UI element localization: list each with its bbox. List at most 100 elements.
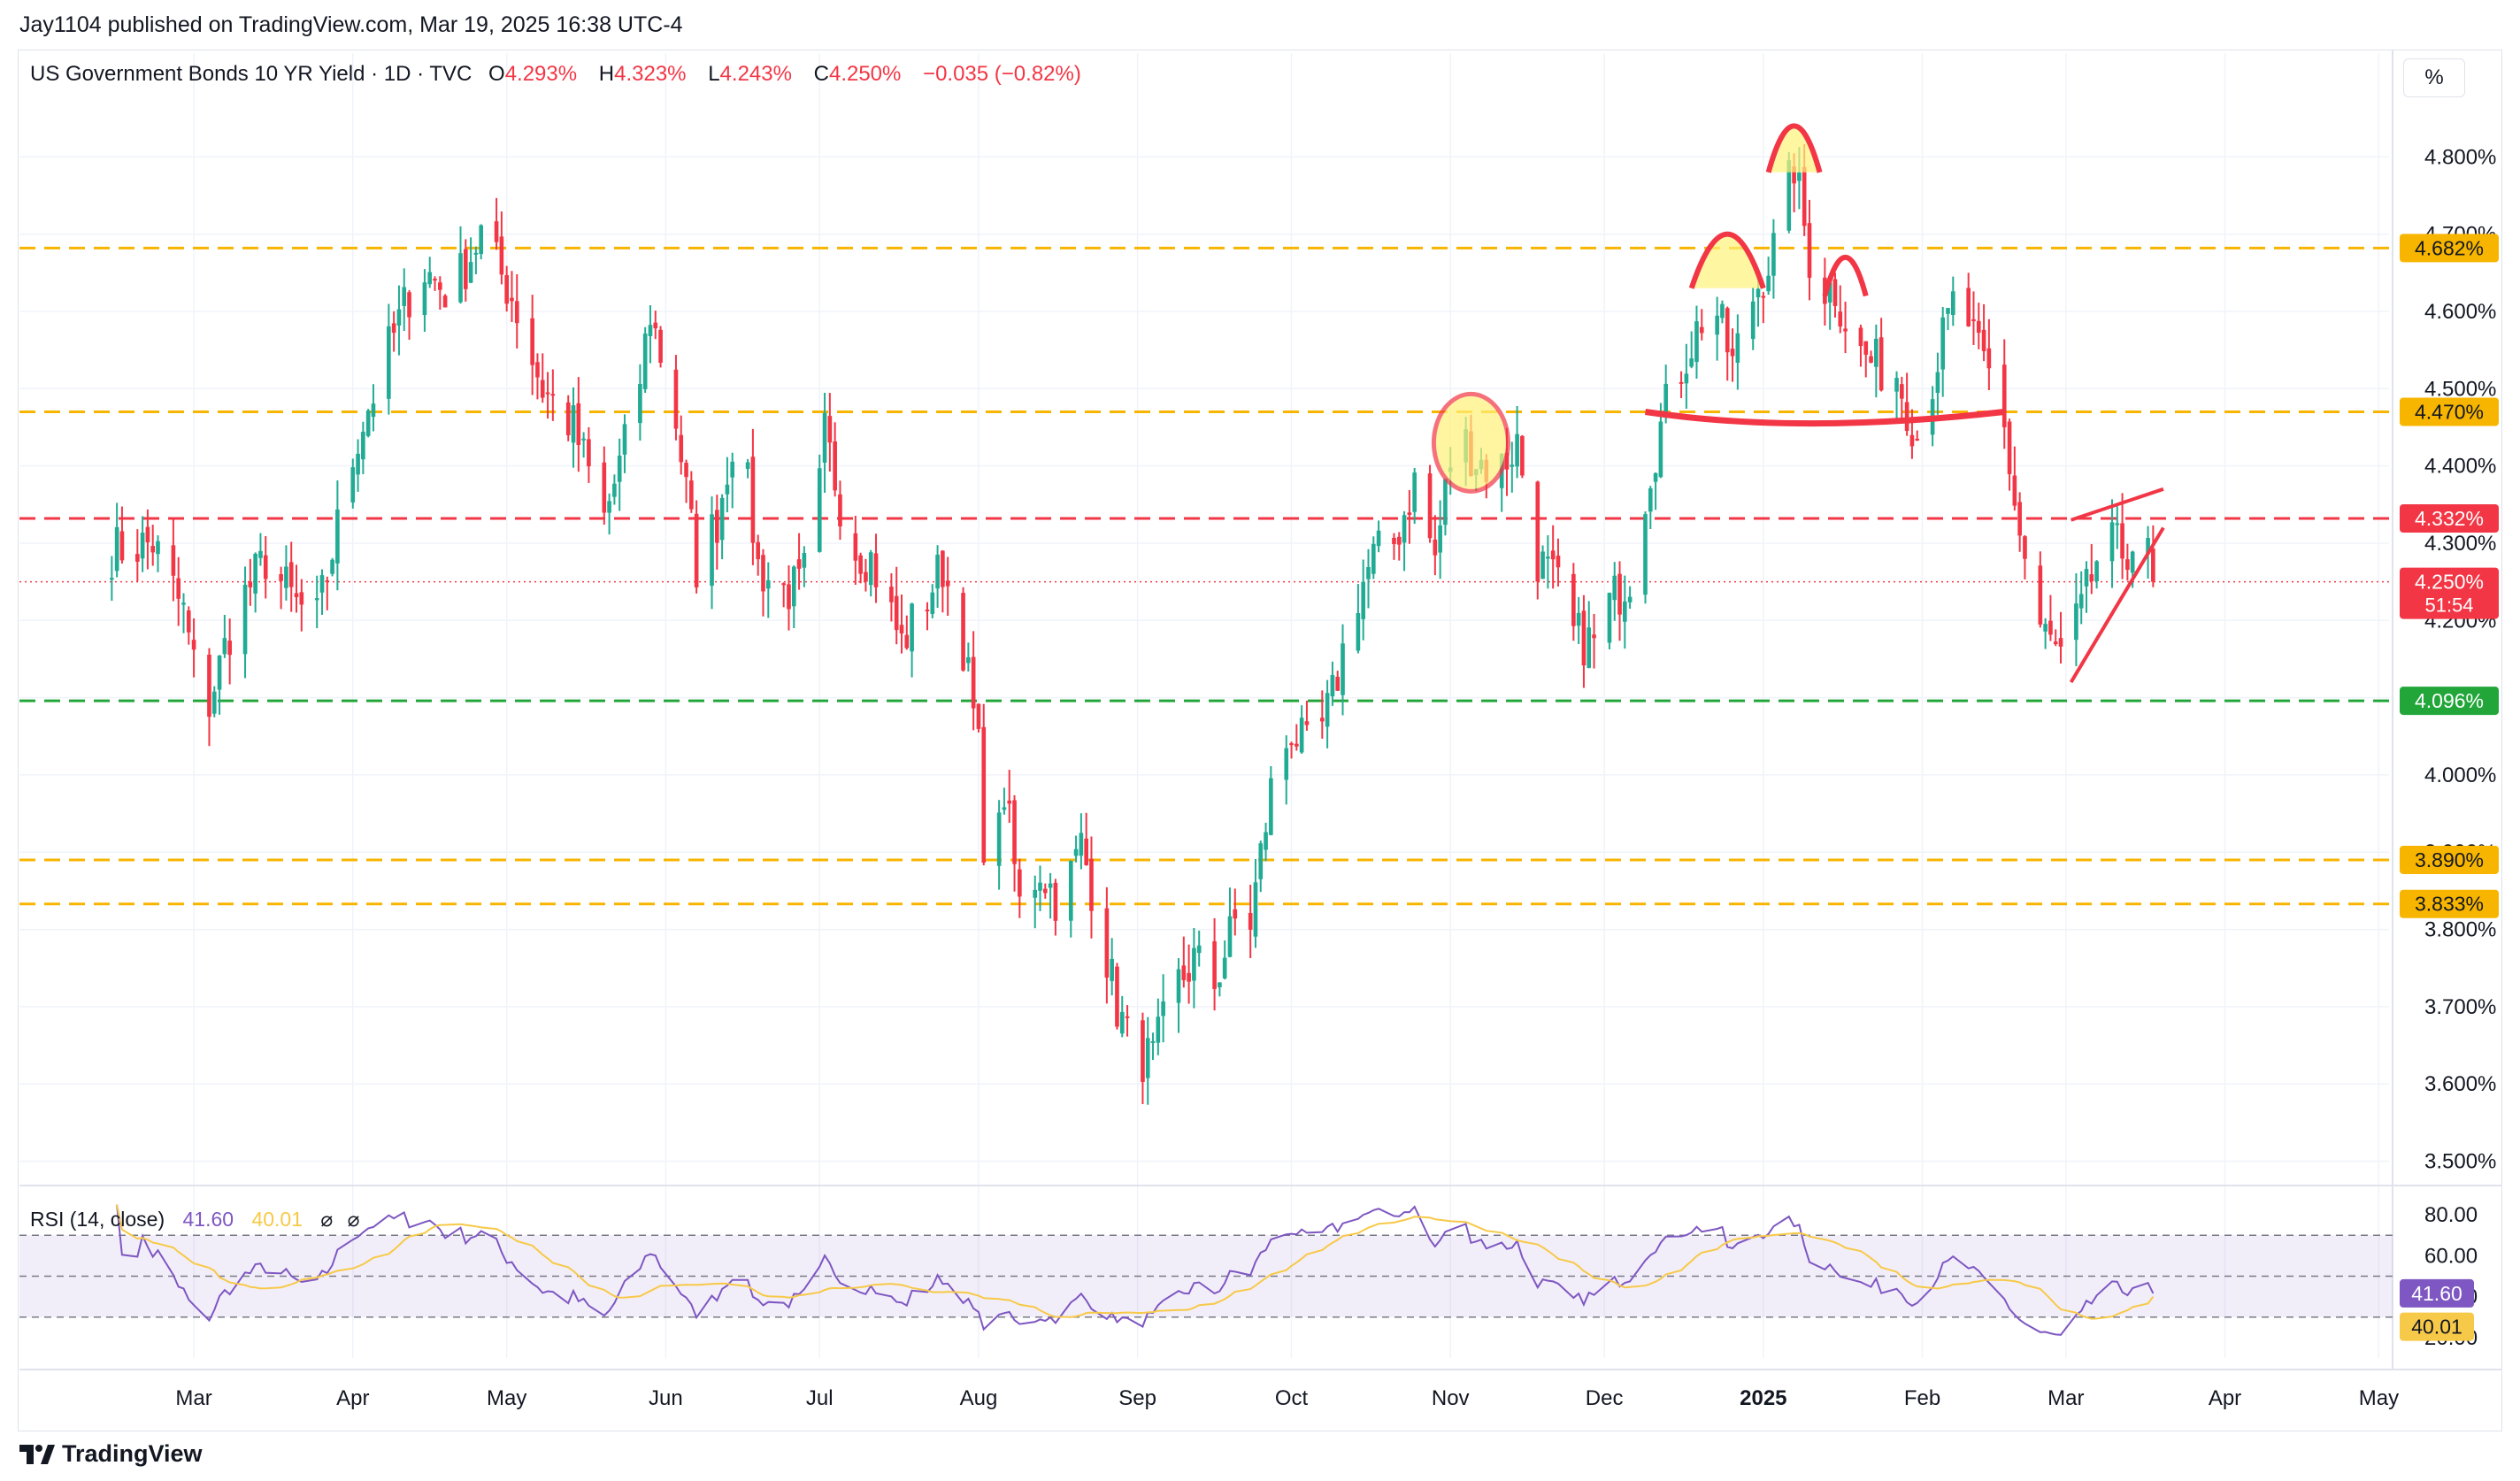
- candle-body: [514, 301, 519, 324]
- time-tick-label: Sep: [1118, 1386, 1156, 1410]
- open-value: 4.293%: [504, 62, 578, 86]
- candle-body: [1878, 337, 1884, 391]
- candle-body: [1438, 525, 1442, 553]
- candle-body: [314, 598, 319, 601]
- candle-body: [253, 553, 257, 594]
- candle-body: [1295, 743, 1299, 747]
- candle-body: [2089, 574, 2094, 582]
- level-label-bg: [2400, 889, 2499, 918]
- candle-body: [1658, 421, 1663, 478]
- candle-body: [873, 553, 879, 587]
- candle-body: [1550, 550, 1556, 560]
- candle-body: [1715, 315, 1719, 335]
- candle-body: [612, 483, 617, 497]
- candle-body: [356, 453, 360, 475]
- candle-body: [930, 592, 935, 614]
- rsi-legend: RSI (14, close) 41.60 40.01 ⌀ ⌀: [30, 1208, 369, 1232]
- candle-body: [571, 405, 576, 443]
- candle-body: [1018, 869, 1022, 897]
- level-label-bg: [2400, 397, 2499, 426]
- candle-body: [504, 275, 509, 304]
- candle-body: [1869, 356, 1873, 363]
- candle-body: [1038, 882, 1042, 891]
- candle-body: [827, 416, 833, 443]
- candle-body: [715, 510, 719, 543]
- candle-body: [1535, 481, 1540, 582]
- candle-body: [2074, 603, 2078, 641]
- candle-body: [176, 578, 181, 599]
- candle-body: [391, 323, 396, 334]
- candle-body: [540, 380, 545, 398]
- candle-body: [365, 411, 371, 436]
- candle-body: [1981, 329, 1986, 351]
- high-value: 4.323%: [614, 62, 687, 86]
- candle-body: [1766, 275, 1771, 292]
- candle-body: [822, 412, 827, 463]
- candle-body: [1689, 358, 1694, 367]
- candle-body: [1750, 301, 1756, 340]
- candle-body: [181, 602, 186, 605]
- candle-body: [1356, 612, 1361, 651]
- tradingview-logo-icon: [19, 1444, 55, 1464]
- candle-body: [1756, 288, 1761, 298]
- level-label: 4.470%: [2415, 400, 2484, 423]
- candle-body: [1838, 311, 1843, 327]
- candle-body: [1971, 318, 1976, 322]
- candle-body: [119, 531, 125, 561]
- candle-body: [1617, 573, 1622, 615]
- grid-lines: [19, 50, 2502, 1370]
- candle-body: [1935, 372, 1940, 394]
- candle-body: [1900, 384, 1904, 399]
- candle-body: [1843, 328, 1848, 332]
- time-tick-label: Aug: [960, 1386, 998, 1410]
- candle-body: [135, 554, 140, 562]
- candle-body: [550, 394, 556, 396]
- candle-body: [284, 566, 288, 588]
- candle-body: [468, 262, 473, 283]
- candle-body: [427, 272, 433, 285]
- candle-body: [638, 383, 642, 424]
- candle-body: [1079, 833, 1084, 856]
- hidden-icon[interactable]: ⌀: [320, 1208, 334, 1231]
- hidden-icon-2[interactable]: ⌀: [347, 1208, 360, 1231]
- neckline: [1644, 409, 2005, 427]
- candle-body: [858, 555, 863, 574]
- level-label-bg: [2400, 504, 2499, 533]
- candle-body: [1986, 348, 1992, 369]
- rsi-ma-value: 40.01: [251, 1208, 303, 1231]
- candle-body: [1909, 434, 1915, 447]
- candle-body: [1218, 982, 1222, 987]
- candle-body: [2120, 523, 2124, 559]
- percent-scale-button[interactable]: %: [2403, 58, 2465, 97]
- wedge-lower-line: [2069, 526, 2165, 684]
- candle-body: [1396, 536, 1402, 545]
- candle-body: [868, 552, 873, 586]
- time-tick-label: Jul: [806, 1386, 834, 1410]
- candle-body: [581, 438, 586, 441]
- candle-body: [1679, 381, 1684, 384]
- candle-body: [335, 509, 340, 564]
- rsi-value-label: 41.60: [2411, 1282, 2462, 1305]
- candle-body: [473, 252, 479, 255]
- candle-body: [371, 403, 376, 418]
- candle-body: [1725, 308, 1730, 353]
- candle-body: [325, 580, 330, 583]
- candle-body: [1115, 966, 1119, 1027]
- candle-body: [387, 326, 391, 399]
- candle-body: [1084, 838, 1088, 865]
- candle-body: [1233, 909, 1238, 919]
- candle-body: [719, 497, 725, 541]
- tradingview-logo[interactable]: TradingView: [19, 1440, 203, 1468]
- candle-body: [1940, 317, 1946, 370]
- candle-body: [1556, 556, 1561, 568]
- candle-body: [1571, 573, 1576, 626]
- symbol-title: US Government Bonds 10 YR Yield · 1D · T…: [30, 62, 472, 86]
- time-tick-label: Mar: [175, 1386, 211, 1410]
- price-tick-label: 4.400%: [2424, 455, 2496, 479]
- candle-body: [1361, 581, 1366, 619]
- level-label: 3.890%: [2415, 848, 2484, 871]
- candle-body: [222, 638, 227, 655]
- candle-body: [910, 603, 914, 652]
- candle-body: [607, 501, 611, 513]
